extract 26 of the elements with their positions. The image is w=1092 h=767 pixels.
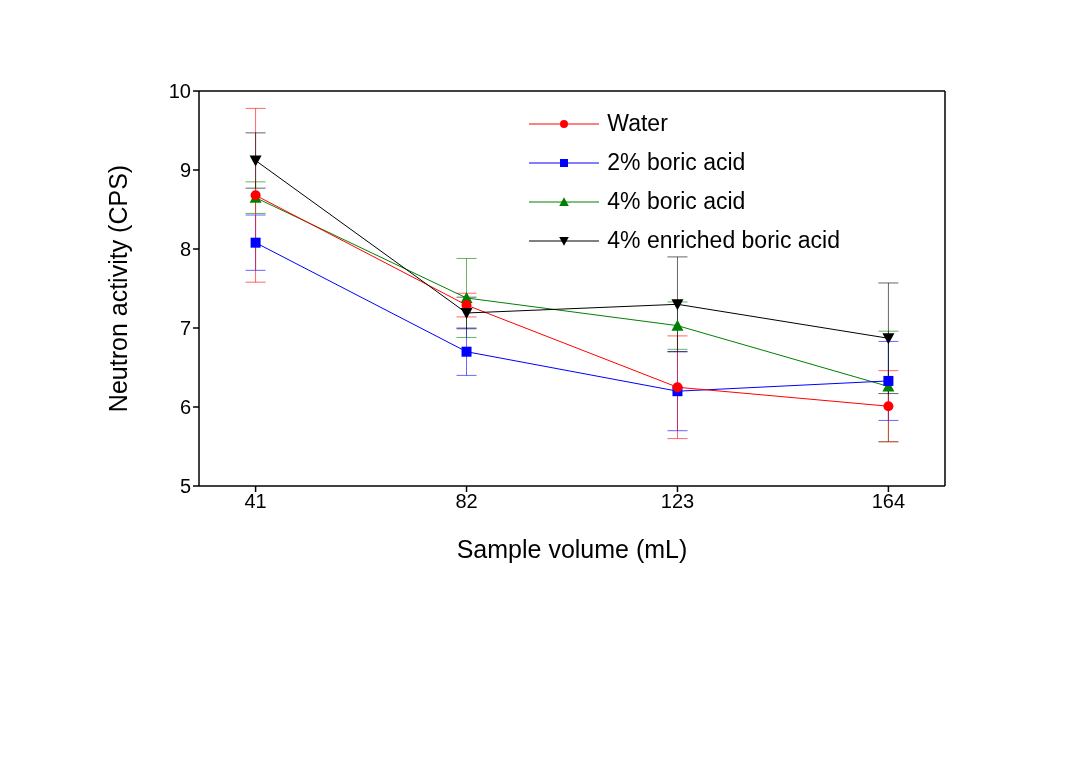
x-tick-label: 82 — [455, 490, 478, 513]
point — [249, 155, 262, 167]
y-tick-label: 7 — [179, 317, 191, 340]
point — [460, 307, 473, 319]
x-axis-title: Sample volume (mL) — [456, 535, 688, 563]
point — [461, 346, 472, 357]
y-tick-label: 10 — [168, 80, 191, 103]
point — [883, 375, 894, 386]
x-tick-label: 164 — [871, 490, 906, 513]
point — [883, 401, 894, 412]
y-tick-label: 6 — [179, 396, 191, 419]
legend-label: 2% boric acid — [607, 148, 746, 177]
y-tick-label: 5 — [179, 475, 191, 498]
x-tick-label: 123 — [660, 490, 695, 513]
legend-label: 4% enriched boric acid — [607, 226, 840, 255]
point — [671, 319, 684, 331]
y-tick-label: 8 — [179, 238, 191, 261]
x-tick-label: 41 — [244, 490, 267, 513]
y-axis-title: Neutron activity (CPS) — [103, 164, 132, 413]
y-tick-label: 9 — [179, 159, 191, 182]
point — [882, 333, 895, 345]
legend-label: 4% boric acid — [607, 187, 746, 216]
legend-label: Water — [607, 109, 668, 138]
point — [250, 237, 261, 248]
point — [671, 299, 684, 311]
point — [672, 382, 683, 393]
